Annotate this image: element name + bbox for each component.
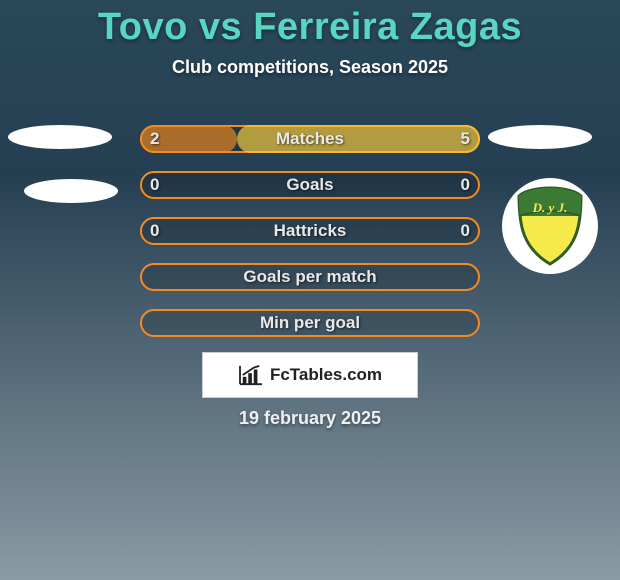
avatar	[488, 125, 592, 149]
page-subtitle: Club competitions, Season 2025	[0, 57, 620, 78]
bar-chart-icon	[238, 364, 264, 386]
avatar	[24, 179, 118, 203]
stat-row: 00Goals	[140, 171, 480, 199]
stat-value-left: 0	[150, 171, 159, 199]
stat-bar-outline	[140, 263, 480, 291]
stat-bar-outline	[140, 171, 480, 199]
stat-row: Min per goal	[140, 309, 480, 337]
stat-bar-fill-right	[237, 125, 480, 153]
shield-icon: D. y J.	[515, 186, 585, 266]
stat-value-right: 5	[461, 125, 470, 153]
footer-date: 19 february 2025	[0, 408, 620, 429]
stat-row: Goals per match	[140, 263, 480, 291]
stat-value-left: 2	[150, 125, 159, 153]
team-badge-right: D. y J.	[502, 178, 598, 274]
stat-row: 00Hattricks	[140, 217, 480, 245]
stat-value-right: 0	[461, 171, 470, 199]
stat-value-left: 0	[150, 217, 159, 245]
shield-text: D. y J.	[532, 200, 568, 215]
stat-row: 25Matches	[140, 125, 480, 153]
stat-bar-outline	[140, 217, 480, 245]
stat-value-right: 0	[461, 217, 470, 245]
stat-bar-outline	[140, 309, 480, 337]
brand-text: FcTables.com	[270, 365, 382, 385]
avatar	[8, 125, 112, 149]
page-title: Tovo vs Ferreira Zagas	[0, 0, 620, 49]
brand-attribution: FcTables.com	[202, 352, 418, 398]
stats-panel: 25Matches00Goals00HattricksGoals per mat…	[140, 125, 480, 355]
